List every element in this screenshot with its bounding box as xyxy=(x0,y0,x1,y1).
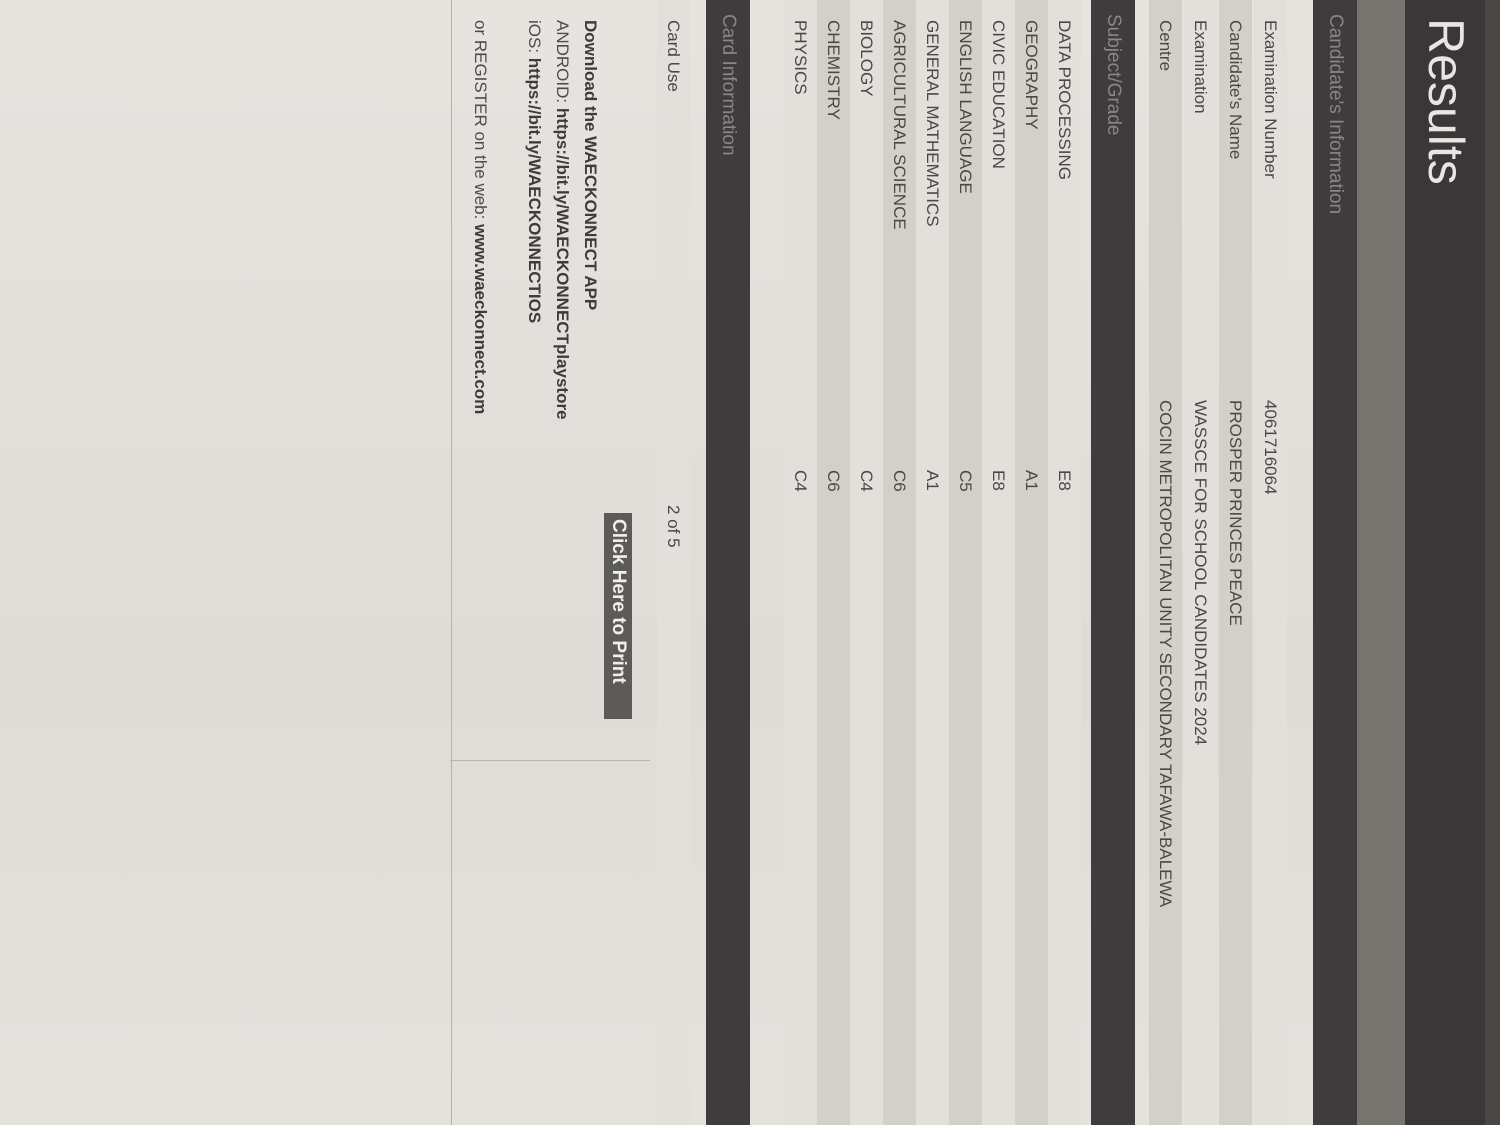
row-value: E8 xyxy=(1055,470,1074,491)
android-link[interactable]: https://bit.ly/WAECKONNECTplaystore xyxy=(553,107,572,420)
row-value: COCIN METROPOLITAN UNITY SECONDARY TAFAW… xyxy=(1156,400,1175,908)
table-row: PHYSICS C4 xyxy=(784,0,817,1125)
table-row: GENERAL MATHEMATICS A1 xyxy=(916,0,949,1125)
table-row: Candidate's Name PROSPER PRINCES PEACE xyxy=(1219,0,1252,1125)
register-prefix: or REGISTER on the web: xyxy=(471,20,490,225)
row-value: PROSPER PRINCES PEACE xyxy=(1226,400,1245,626)
row-value: WASSCE FOR SCHOOL CANDIDATES 2024 xyxy=(1191,400,1210,746)
ios-link[interactable]: https://bit.ly/WAECKONNECTIOS xyxy=(525,57,544,324)
divider xyxy=(450,760,650,761)
table-row: DATA PROCESSING E8 xyxy=(1048,0,1081,1125)
row-value: C4 xyxy=(791,470,810,492)
row-label: PHYSICS xyxy=(791,20,810,95)
table-row: GEOGRAPHY A1 xyxy=(1015,0,1048,1125)
row-label: Centre xyxy=(1156,20,1175,72)
card-use-value: 2 of 5 xyxy=(664,505,683,548)
register-line: or REGISTER on the web: www.waeckonnect.… xyxy=(470,20,490,414)
row-label: Candidate's Name xyxy=(1226,20,1245,160)
android-line: ANDROID: https://bit.ly/WAECKONNECTplays… xyxy=(552,20,572,420)
background-edge xyxy=(1484,0,1500,1125)
candidate-section-header: Candidate's Information xyxy=(1313,0,1357,1125)
row-value: C6 xyxy=(824,470,843,492)
android-label: ANDROID: xyxy=(553,20,572,108)
row-label: AGRICULTURAL SCIENCE xyxy=(890,20,909,230)
row-label: CHEMISTRY xyxy=(824,20,843,120)
card-section-header: Card Information xyxy=(706,0,750,1125)
table-row: Examination Number 4061716064 xyxy=(1254,0,1287,1125)
divider xyxy=(451,0,452,1125)
table-row: ENGLISH LANGUAGE C5 xyxy=(949,0,982,1125)
section-title: Card Information xyxy=(718,14,739,156)
table-row: Card Use 2 of 5 xyxy=(657,0,690,1125)
section-title: Candidate's Information xyxy=(1325,14,1346,215)
row-value: C4 xyxy=(857,470,876,492)
print-button[interactable]: Click Here to Print xyxy=(604,513,632,719)
table-row: AGRICULTURAL SCIENCE C6 xyxy=(883,0,916,1125)
row-label: GEOGRAPHY xyxy=(1022,20,1041,130)
ios-label: iOS: xyxy=(525,20,544,58)
register-link[interactable]: www.waeckonnect.com xyxy=(471,224,490,415)
card-use-label: Card Use xyxy=(664,20,683,92)
title-stripe xyxy=(1357,0,1405,1125)
table-row: Examination WASSCE FOR SCHOOL CANDIDATES … xyxy=(1184,0,1217,1125)
row-value: E8 xyxy=(989,470,1008,491)
row-value: A1 xyxy=(923,470,942,491)
row-value: C6 xyxy=(890,470,909,492)
row-value: A1 xyxy=(1022,470,1041,491)
table-row: CIVIC EDUCATION E8 xyxy=(982,0,1015,1125)
download-heading: Download the WAECKONNECT APP xyxy=(580,20,600,310)
row-label: CIVIC EDUCATION xyxy=(989,20,1008,169)
page-title: Results xyxy=(1418,18,1474,185)
row-label: Examination Number xyxy=(1261,20,1280,179)
row-label: Examination xyxy=(1191,20,1210,114)
row-label: DATA PROCESSING xyxy=(1055,20,1074,180)
row-value: C5 xyxy=(956,470,975,492)
row-label: BIOLOGY xyxy=(857,20,876,97)
row-value: 4061716064 xyxy=(1261,400,1280,495)
app-name: WAECKONNECT APP xyxy=(581,136,600,311)
table-row: Centre COCIN METROPOLITAN UNITY SECONDARY… xyxy=(1149,0,1182,1125)
subject-section-header: Subject/Grade xyxy=(1091,0,1135,1125)
table-row: BIOLOGY C4 xyxy=(850,0,883,1125)
table-row: CHEMISTRY C6 xyxy=(817,0,850,1125)
row-label: ENGLISH LANGUAGE xyxy=(956,20,975,194)
row-label: GENERAL MATHEMATICS xyxy=(923,20,942,227)
download-prefix: Download the xyxy=(581,20,600,137)
ios-line: iOS: https://bit.ly/WAECKONNECTIOS xyxy=(524,20,544,323)
section-title: Subject/Grade xyxy=(1103,14,1124,136)
